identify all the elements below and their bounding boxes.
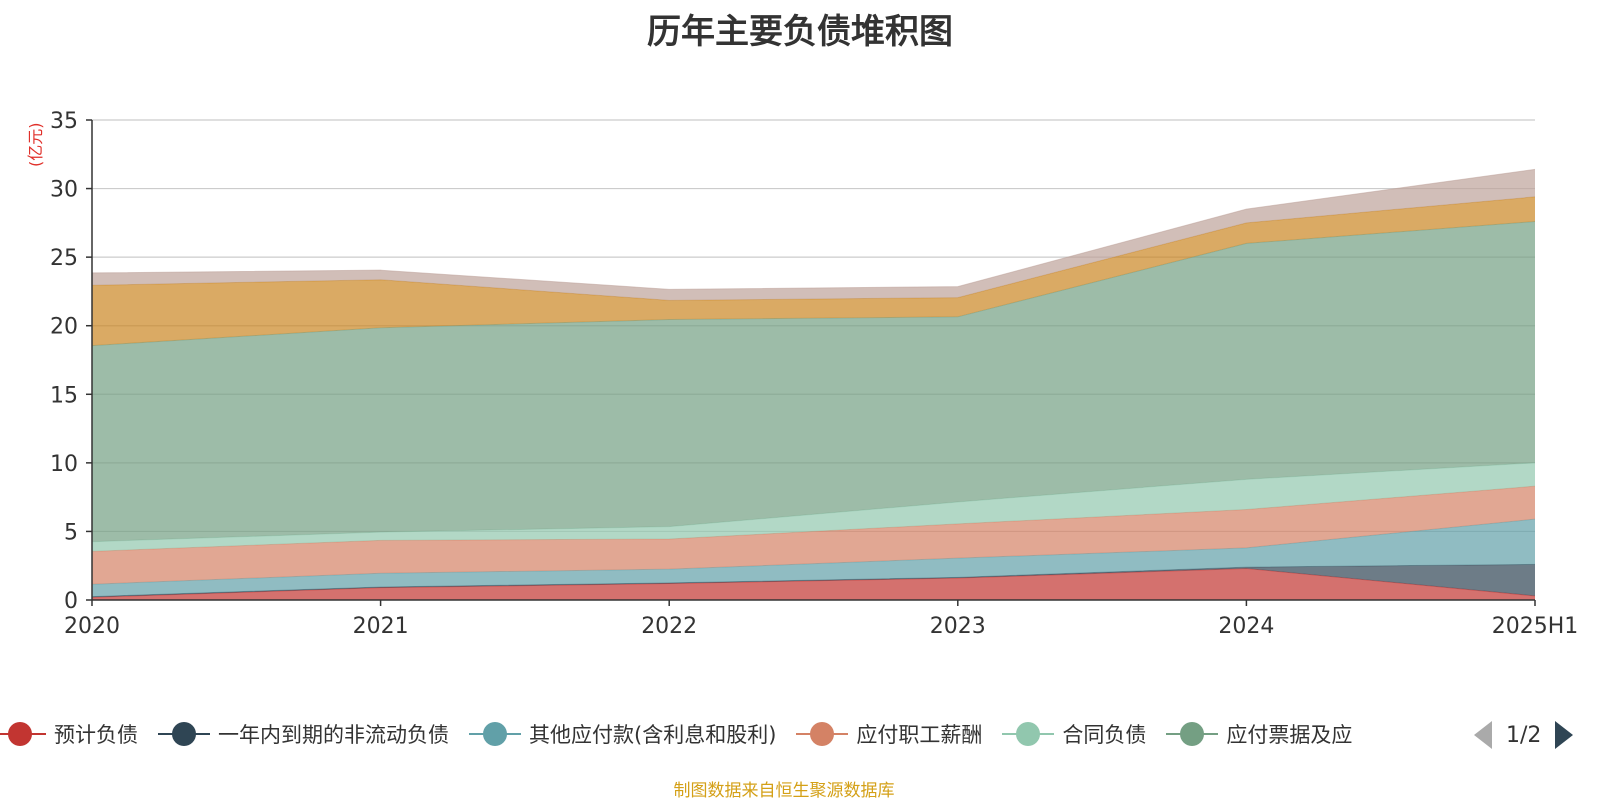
data-source-note: 制图数据来自恒生聚源数据库 — [673, 781, 895, 800]
x-tick-label: 2020 — [64, 614, 120, 639]
area-series-0 — [92, 568, 1535, 600]
axes: 0 5 10 15 20 25 30 35 2020 2021 2022 2023 2024 2025H1 — [50, 109, 1578, 639]
x-tick-label: 2023 — [930, 614, 986, 639]
legend-item[interactable]: 应付票据及应 — [1166, 719, 1352, 749]
legend-symbol-icon — [0, 721, 46, 747]
legend-pager: 1/2 — [1468, 716, 1600, 754]
legend-symbol-icon — [1166, 721, 1219, 747]
y-tick-label: 30 — [50, 178, 78, 203]
stacked-area-chart: 0 5 10 15 20 25 30 35 2020 2021 2022 2023 2024 2025H1 — [50, 109, 1578, 639]
legend-prev-page-icon[interactable] — [1474, 721, 1492, 749]
area-series-5 — [92, 221, 1535, 542]
y-tick-label: 5 — [64, 520, 78, 545]
legend-item[interactable]: 合同负债 — [1002, 719, 1146, 749]
y-tick-label: 15 — [50, 383, 78, 408]
y-tick-label: 0 — [64, 589, 78, 614]
legend-item[interactable]: 一年内到期的非流动负债 — [158, 719, 449, 749]
x-tick-label: 2025H1 — [1492, 614, 1579, 639]
legend: 预计负债 一年内到期的非流动负债 其他应付款(含利息和股利) 应付职工薪酬 合同负债 应付… — [0, 715, 1600, 753]
legend-symbol-icon — [796, 721, 849, 747]
legend-item[interactable]: 应付职工薪酬 — [796, 719, 982, 749]
legend-item-label: 预计负债 — [54, 723, 138, 747]
area-series-layer — [91, 168, 1536, 600]
area-series-2 — [92, 519, 1535, 597]
y-tick-label: 25 — [50, 246, 78, 271]
legend-item-label: 应付职工薪酬 — [856, 723, 983, 747]
legend-page-indicator: 1/2 — [1506, 722, 1542, 748]
legend-item-label: 合同负债 — [1062, 723, 1147, 747]
legend-item[interactable]: 预计负债 — [0, 719, 138, 749]
legend-item-label: 一年内到期的非流动负债 — [218, 723, 449, 747]
x-tick-label: 2022 — [641, 614, 697, 639]
legend-next-page-icon[interactable] — [1555, 721, 1574, 749]
x-tick-label: 2021 — [353, 614, 409, 639]
legend-item-label: 应付票据及应 — [1226, 723, 1353, 747]
x-tick-label: 2024 — [1218, 614, 1274, 639]
area-series-4 — [92, 462, 1535, 552]
area-series-1 — [92, 564, 1535, 598]
chart-title: 历年主要负债堆积图 — [647, 12, 953, 52]
legend-symbol-icon — [469, 721, 521, 747]
y-tick-label: 10 — [50, 452, 78, 477]
legend-item-label: 其他应付款(含利息和股利) — [529, 723, 777, 747]
area-line-series-7 — [91, 168, 1536, 290]
y-tick-label: 20 — [50, 315, 78, 340]
legend-item[interactable]: 其他应付款(含利息和股利) — [469, 719, 776, 749]
legend-symbol-icon — [158, 721, 210, 747]
area-series-6 — [92, 196, 1535, 346]
legend-symbol-icon — [1002, 721, 1055, 747]
area-series-3 — [92, 486, 1535, 585]
y-tick-label: 35 — [50, 109, 78, 134]
